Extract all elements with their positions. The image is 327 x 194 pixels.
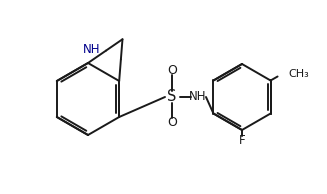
Text: NH: NH [83, 43, 101, 56]
Text: O: O [167, 117, 177, 130]
Text: S: S [167, 89, 177, 105]
Text: NH: NH [189, 90, 207, 104]
Text: CH₃: CH₃ [289, 69, 309, 80]
Text: O: O [167, 64, 177, 77]
Text: F: F [239, 134, 245, 147]
